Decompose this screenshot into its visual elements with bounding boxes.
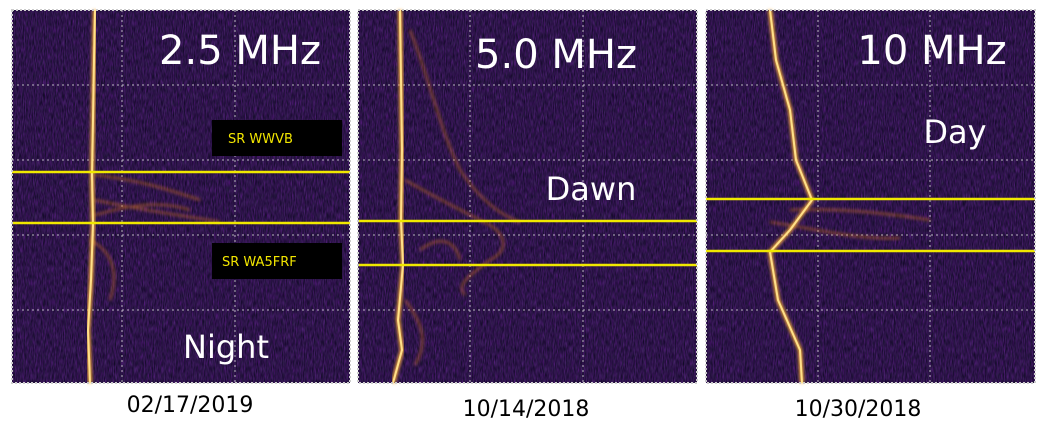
frequency-label: 5.0 MHz <box>475 32 637 78</box>
period-label: Dawn <box>546 170 637 208</box>
figure: 2.5 MHz SR WWVB SR WA5FRF Night 02/17/20… <box>0 0 1038 421</box>
frequency-label: 10 MHz <box>857 28 1006 74</box>
annotation: SR WWVB <box>228 132 293 147</box>
spectrogram-panel: 10 MHz Day 10/30/2018 <box>706 10 1035 421</box>
date-label: 02/17/2019 <box>127 393 254 418</box>
annotation: SR WA5FRF <box>222 255 297 270</box>
spectrogram-panel: 5.0 MHz Dawn 10/14/2018 <box>358 10 697 421</box>
date-label: 10/14/2018 <box>463 397 590 421</box>
frequency-label: 2.5 MHz <box>159 28 321 74</box>
date-label: 10/30/2018 <box>795 397 922 421</box>
period-label: Day <box>923 113 986 151</box>
spectrogram-panel: 2.5 MHz SR WWVB SR WA5FRF Night 02/17/20… <box>12 10 350 418</box>
period-label: Night <box>183 328 269 366</box>
